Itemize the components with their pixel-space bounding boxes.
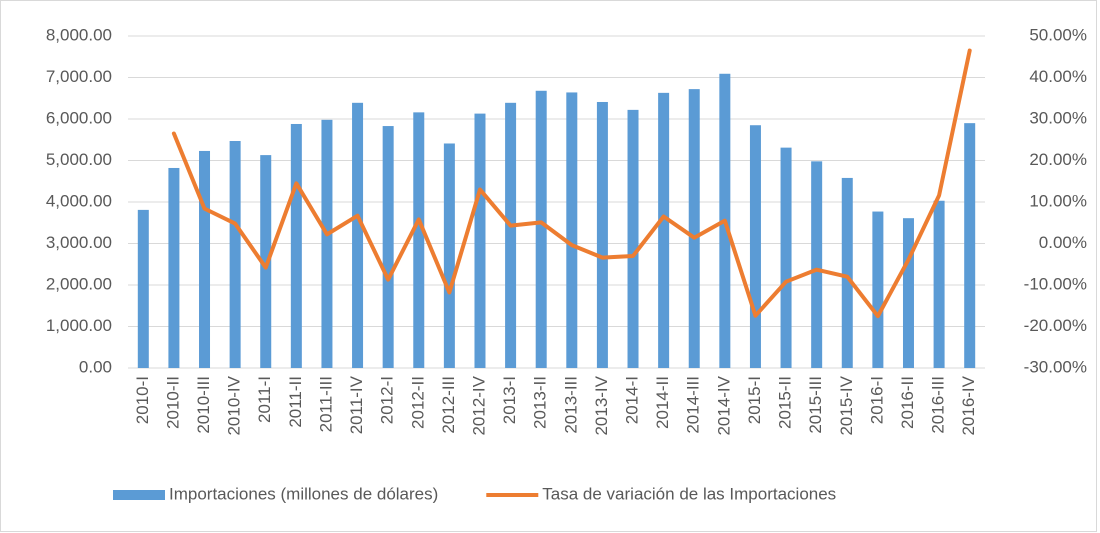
bar [260, 155, 272, 368]
bar [811, 161, 823, 368]
x-tick-label: 2011-IV [347, 375, 366, 434]
y2-tick-label: 30.00% [1029, 108, 1087, 127]
x-tick-label: 2012-III [439, 376, 458, 434]
x-tick-label: 2012-I [378, 376, 397, 424]
x-tick-label: 2015-II [776, 376, 795, 429]
bar [688, 89, 700, 369]
bar [443, 143, 455, 368]
x-tick-label: 2016-III [929, 376, 948, 434]
y-tick-label: 2,000.00 [46, 274, 112, 293]
bar [168, 167, 180, 368]
bar [902, 218, 914, 368]
y-tick-label: 4,000.00 [46, 191, 112, 210]
bar [321, 119, 333, 368]
x-tick-label: 2013-III [561, 376, 580, 434]
bar [596, 101, 608, 369]
bar [566, 92, 578, 368]
y2-tick-label: 20.00% [1029, 150, 1087, 169]
x-tick-label: 2013-IV [592, 375, 611, 435]
bar [382, 126, 394, 369]
x-tick-label: 2016-I [867, 376, 886, 424]
bar [352, 102, 364, 368]
bar [964, 123, 976, 369]
bar [780, 147, 792, 368]
bar [749, 125, 761, 368]
legend-label: Importaciones (millones de dólares) [169, 484, 438, 503]
x-tick-label: 2010-I [133, 376, 152, 424]
bar [229, 140, 241, 368]
x-tick-label: 2010-IV [225, 375, 244, 435]
y-tick-label: 6,000.00 [46, 108, 112, 127]
y2-tick-label: 50.00% [1029, 25, 1087, 44]
bar [535, 90, 547, 368]
bar [199, 150, 211, 368]
y2-tick-label: -10.00% [1024, 274, 1087, 293]
x-tick-label: 2010-III [194, 376, 213, 434]
bar [413, 112, 425, 368]
x-tick-label: 2015-I [745, 376, 764, 424]
bar [505, 102, 517, 368]
y2-tick-label: 40.00% [1029, 67, 1087, 86]
bar [627, 109, 639, 369]
y-tick-label: 7,000.00 [46, 67, 112, 86]
x-tick-label: 2014-I [623, 376, 642, 424]
x-tick-label: 2013-I [500, 376, 519, 424]
y-tick-label: 1,000.00 [46, 316, 112, 335]
y2-tick-label: -20.00% [1024, 316, 1087, 335]
y2-tick-label: 0.00% [1039, 233, 1087, 252]
y2-tick-label: 10.00% [1029, 191, 1087, 210]
legend-label: Tasa de variación de las Importaciones [542, 484, 836, 503]
legend-swatch [113, 490, 165, 500]
x-tick-label: 2015-III [806, 376, 825, 434]
bar [474, 113, 486, 368]
line [171, 48, 972, 319]
x-tick-label: 2011-II [286, 376, 305, 428]
x-tick-label: 2016-IV [959, 375, 978, 435]
y2-tick-label: -30.00% [1024, 357, 1087, 376]
x-tick-label: 2012-II [408, 376, 427, 429]
y-tick-label: 0.00 [79, 357, 112, 376]
x-tick-label: 2013-II [531, 376, 550, 429]
y-tick-label: 3,000.00 [46, 233, 112, 252]
bar [933, 200, 945, 368]
x-tick-label: 2011-I [255, 376, 274, 423]
y-tick-label: 8,000.00 [46, 25, 112, 44]
bar [658, 92, 670, 368]
bar [137, 209, 149, 368]
x-tick-label: 2014-III [684, 376, 703, 434]
x-tick-label: 2010-II [163, 376, 182, 429]
x-tick-label: 2015-IV [837, 375, 856, 435]
bar [290, 123, 302, 368]
bar [872, 211, 884, 368]
y-tick-label: 5,000.00 [46, 150, 112, 169]
x-tick-label: 2014-II [653, 376, 672, 429]
bar [841, 177, 853, 368]
x-tick-label: 2012-IV [469, 375, 488, 435]
x-tick-label: 2011-III [316, 376, 335, 432]
x-tick-label: 2016-II [898, 376, 917, 429]
x-tick-label: 2014-IV [714, 375, 733, 435]
